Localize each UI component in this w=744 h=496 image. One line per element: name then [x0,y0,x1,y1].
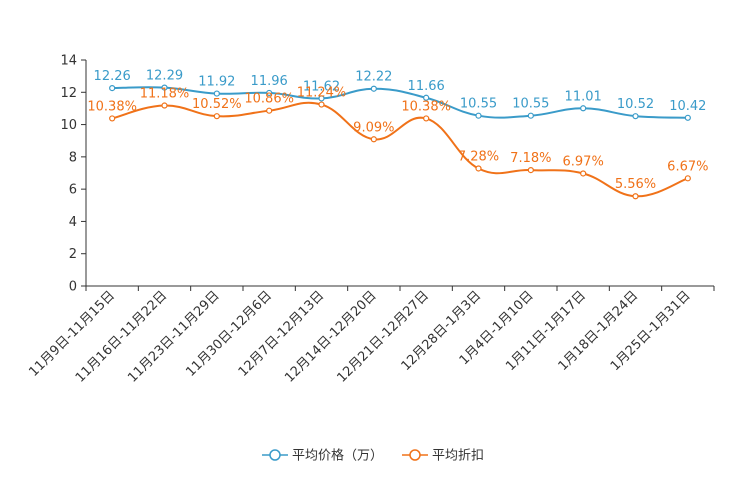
data-label: 11.24% [297,86,347,101]
data-label: 11.66 [408,79,445,94]
data-label: 9.09% [353,120,394,135]
data-label: 7.18% [510,151,551,166]
y-tick-label: 14 [60,54,77,69]
data-label: 7.28% [458,149,499,164]
x-tick-label: 11月9日-11月15日 [26,288,118,380]
data-point [423,94,430,101]
legend-label: 平均折扣 [432,449,484,464]
legend-label: 平均价格（万） [292,448,383,464]
data-label: 11.62 [303,79,340,94]
series-line [111,101,689,198]
data-label: 10.55 [460,97,497,112]
legend-item-1[interactable]: 平均折扣 [402,449,484,464]
data-point [580,105,587,112]
data-point [109,115,116,122]
data-label: 10.52 [617,97,654,112]
data-label: 11.96 [251,74,288,89]
x-tick-label: 12月21日-12月27日 [335,288,432,385]
series-1: 10.38%11.18%10.52% 10.86% 11.24%9.09%10.38… [87,86,708,200]
data-point [475,112,482,119]
data-label: 10.38% [87,99,137,114]
data-label: 6.97% [563,154,604,169]
series-line [112,86,688,119]
data-point [370,85,377,92]
data-label: 10.55 [512,97,549,112]
y-tick-label: 4 [69,215,77,230]
data-point [266,89,273,97]
y-tick-label: 0 [69,280,77,295]
data-label: 10.52% [192,97,242,112]
data-point [318,95,325,102]
x-tick-label: 12月14日-12月20日 [282,288,379,385]
data-point [632,113,639,120]
y-tick-label: 12 [60,86,77,101]
data-point [580,170,587,177]
legend-marker-icon [269,449,281,461]
series-0: 12.26 12.29 11.92 11.96 11.62 12.22 11.66 10.55… [94,69,706,121]
data-point [318,101,325,108]
data-point [527,112,534,119]
legend-marker-icon [409,449,421,461]
x-tick-label: 11月23日-11月29日 [125,288,222,385]
legend[interactable]: 平均价格（万） 平均折扣 [262,448,484,464]
y-tick-label: 6 [69,183,77,198]
data-point [684,114,691,121]
data-label: 6.67% [667,159,708,174]
data-point [370,136,377,143]
data-label: 10.42 [669,99,706,114]
data-point [527,166,534,174]
data-label: 11.92 [198,75,235,90]
data-label: 10.38% [401,99,451,114]
y-tick-label: 10 [60,118,77,133]
data-label: 12.26 [94,69,131,84]
data-label: 11.01 [565,89,602,104]
data-point [475,165,482,172]
data-point [109,84,116,92]
y-tick-label: 2 [69,247,77,262]
data-point [213,90,220,97]
data-point [423,115,430,122]
data-point [266,107,273,114]
data-label: 11.18% [140,87,190,102]
data-label: 10.86% [244,92,294,107]
series-layer: 12.26 12.29 11.92 11.96 11.62 12.22 11.66 10.55… [87,69,708,200]
legend-item-0[interactable]: 平均价格（万） [262,448,383,464]
data-label: 12.22 [355,70,392,85]
data-point [161,84,168,91]
x-tick-label: 11月16日-11月22日 [73,288,170,385]
data-point [684,175,691,182]
data-point [213,113,220,120]
data-label: 5.56% [615,177,656,192]
y-tick-label: 8 [69,150,77,165]
data-point [632,193,639,200]
data-label: 12.29 [146,69,183,84]
data-point [161,102,168,109]
